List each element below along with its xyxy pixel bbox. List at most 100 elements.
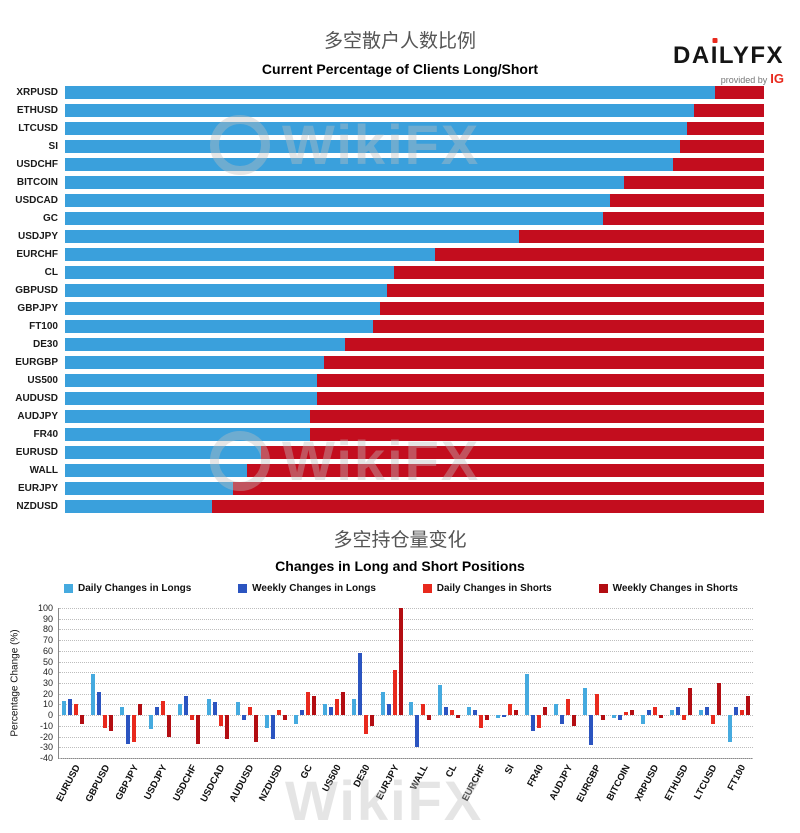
long-short-row: FT100: [8, 317, 764, 335]
legend: Daily Changes in Longs Weekly Changes in …: [64, 583, 738, 594]
dailyfx-wordmark: DAILYFX: [673, 38, 784, 68]
legend-item: Daily Changes in Longs: [64, 583, 191, 594]
long-short-row: FR40: [8, 425, 764, 443]
long-short-bar: [65, 373, 764, 387]
short-bar-segment: [316, 391, 764, 405]
instrument-label: FR40: [33, 428, 58, 440]
change-bar: [409, 702, 414, 716]
change-bar: [241, 715, 246, 721]
change-bar: [710, 715, 715, 724]
change-bar: [704, 706, 709, 716]
y-tick-label: 90: [42, 613, 53, 624]
gridline: [59, 715, 753, 717]
long-short-row: AUDUSD: [8, 389, 764, 407]
long-short-bar: [65, 445, 764, 459]
short-bar-segment: [309, 409, 764, 423]
long-short-bar: [65, 229, 764, 243]
gridline: [59, 736, 753, 738]
change-bar: [658, 715, 663, 719]
change-bar: [167, 715, 172, 737]
change-bar: [675, 706, 680, 716]
long-bar-segment: [65, 337, 345, 351]
long-short-row: EURJPY: [8, 479, 764, 497]
y-axis-title: Percentage Change (%): [9, 629, 21, 737]
change-bar: [305, 691, 310, 716]
x-axis-label: GBPJPY: [113, 763, 142, 803]
long-short-row: SI: [8, 137, 764, 155]
change-bar: [554, 704, 559, 716]
y-tick-label: 10: [42, 699, 53, 710]
x-axis-label: ETHUSD: [662, 763, 691, 803]
short-bar-segment: [246, 463, 764, 477]
instrument-label: GBPJPY: [17, 302, 58, 314]
change-bar: [235, 702, 240, 716]
change-bar: [270, 715, 275, 739]
short-bar-segment: [694, 103, 764, 117]
change-bar: [467, 706, 472, 716]
change-bar: [155, 706, 160, 716]
long-short-bar: [65, 391, 764, 405]
legend-swatch: [64, 584, 73, 593]
gridline: [59, 758, 753, 759]
change-bar: [120, 706, 125, 716]
long-bar-segment: [65, 499, 212, 513]
short-bar-segment: [386, 283, 764, 297]
instrument-label: CL: [44, 266, 58, 278]
change-bar: [264, 715, 269, 728]
long-short-row: DE30: [8, 335, 764, 353]
change-bar: [380, 691, 385, 716]
x-axis-label: XRPUSD: [633, 763, 662, 804]
change-bar: [293, 715, 298, 724]
y-tick-label: -10: [39, 720, 53, 731]
x-axis-label: USDJPY: [142, 763, 170, 802]
instrument-label: EURGBP: [15, 356, 58, 368]
instrument-label: EURCHF: [16, 248, 58, 260]
gridline: [59, 608, 753, 609]
short-bar-segment: [323, 355, 764, 369]
change-bar: [97, 691, 102, 716]
long-short-row: USDCHF: [8, 155, 764, 173]
change-bar: [219, 715, 224, 726]
x-axis-label: EURGBP: [574, 763, 604, 805]
short-bar-segment: [372, 319, 764, 333]
long-short-bar: [65, 103, 764, 117]
logo-text: DA: [673, 42, 711, 69]
legend-label: Weekly Changes in Longs: [252, 583, 376, 594]
short-bar-segment: [673, 157, 764, 171]
change-bar: [427, 715, 432, 721]
long-bar-segment: [65, 265, 394, 279]
legend-item: Daily Changes in Shorts: [422, 583, 552, 594]
change-bar: [669, 709, 674, 716]
instrument-label: AUDJPY: [17, 410, 58, 422]
change-bar: [479, 715, 484, 728]
long-bar-segment: [65, 427, 310, 441]
x-axis-label: SI: [503, 763, 517, 777]
gridline: [59, 683, 753, 684]
change-bar: [646, 709, 651, 716]
short-bar-segment: [211, 499, 764, 513]
chinese-title-bottom: 多空持仓量变化: [333, 530, 467, 551]
instrument-label: ETHUSD: [16, 104, 58, 116]
short-bar-segment: [344, 337, 764, 351]
x-axis-label: EURJPY: [373, 763, 402, 802]
change-bar: [392, 670, 397, 716]
gridline: [59, 693, 753, 695]
x-axis-label: USDCAD: [198, 763, 228, 805]
long-bar-segment: [65, 391, 317, 405]
logo-dotted-i: I: [710, 42, 719, 69]
change-bar: [138, 704, 143, 716]
y-tick-label: 100: [37, 603, 53, 613]
long-short-bar: [65, 211, 764, 225]
change-bar: [74, 704, 79, 716]
legend-label: Daily Changes in Shorts: [436, 583, 552, 594]
y-tick-label: 50: [42, 656, 53, 667]
change-bar: [207, 699, 212, 716]
x-axis-label: US500: [320, 763, 344, 794]
x-axis-label: EURUSD: [54, 763, 84, 804]
gridline: [59, 629, 753, 631]
change-bar: [496, 715, 501, 719]
short-bar-segment: [435, 247, 764, 261]
long-short-row: BITCOIN: [8, 173, 764, 191]
change-bar: [629, 709, 634, 716]
long-short-bar: [65, 157, 764, 171]
